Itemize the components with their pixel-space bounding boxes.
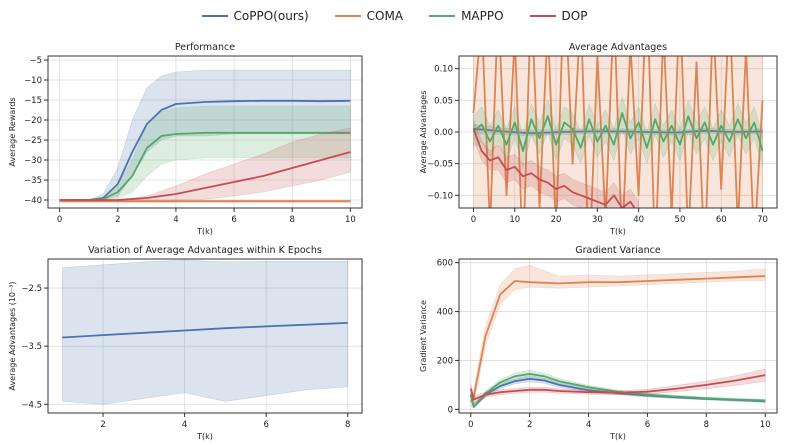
axes-frame <box>47 55 363 209</box>
x-tick-label: 0 <box>471 215 476 225</box>
axes-frame <box>458 258 778 414</box>
x-tick-label: 10 <box>760 420 771 430</box>
y-tick-label: −0.10 <box>427 191 453 201</box>
series-line-coma <box>470 275 766 403</box>
legend-item-mappo: MAPPO <box>429 9 504 23</box>
x-tick-label: 8 <box>290 215 295 225</box>
chart-title: Performance <box>175 42 235 53</box>
series-line-coppo-ours <box>59 99 351 201</box>
y-tick-label: 400 <box>437 308 453 318</box>
legend-swatch-coma <box>334 15 361 17</box>
band-dop <box>473 119 639 208</box>
legend-item-coppo: CoPPO(ours) <box>201 9 309 23</box>
y-tick-label: −15 <box>24 96 42 106</box>
x-tick-label: 6 <box>263 420 268 430</box>
series-line-dop <box>472 128 636 208</box>
y-axis-label: Average Rewards <box>8 97 17 166</box>
y-tick-label: −35 <box>24 176 42 186</box>
band-mappo <box>470 369 766 409</box>
x-tick-label: 10 <box>509 215 520 225</box>
series-line-mappo <box>472 112 764 152</box>
y-tick-label: 0.00 <box>434 128 453 138</box>
legend-swatch-coppo <box>201 15 228 17</box>
chart-average-advantages: 0 10 20 30 40 50 60 70 −0.10 −0.05 0.00 0.05 0.10 Ave… <box>419 42 778 236</box>
band-coma <box>470 264 766 408</box>
band-coppo-ours <box>59 69 351 201</box>
plot-area <box>472 56 764 208</box>
chart-title: Variation of Average Advantages within K… <box>88 245 322 256</box>
band-coppo-ours <box>62 259 348 405</box>
legend-label-dop: DOP <box>561 9 588 23</box>
x-tick-label: 10 <box>345 215 356 225</box>
series-line-dop <box>59 151 351 201</box>
x-tick-label: 4 <box>586 420 591 430</box>
x-axis-label: T(k) <box>196 432 213 441</box>
x-tick-label: 2 <box>100 420 105 430</box>
y-tick-label: 0.05 <box>434 96 453 106</box>
x-tick-label: 50 <box>675 215 686 225</box>
x-tick-label: 2 <box>115 215 120 225</box>
x-tick-label: 6 <box>231 215 236 225</box>
x-tick-label: 40 <box>633 215 644 225</box>
chart-performance: 0 2 4 6 8 10 −40 −35 −30 −25 −20 −15 −10 −5 Performanc… <box>8 42 363 236</box>
y-tick-label: −40 <box>24 196 42 206</box>
y-tick-label: 0 <box>448 405 453 415</box>
legend-swatch-mappo <box>429 15 456 17</box>
plot-area <box>59 69 351 203</box>
x-tick-label: 4 <box>173 215 178 225</box>
x-axis-label: T(k) <box>609 227 626 236</box>
x-tick-label: 30 <box>592 215 603 225</box>
series-line-coppo-ours <box>62 322 348 339</box>
y-tick-label: −20 <box>24 116 42 126</box>
y-axis-label: Gradient Variance <box>419 300 428 372</box>
chart-variation-within-k-epochs: 2 4 6 8 −4.5 −3.5 −2.5 Variation of Average Adv… <box>8 245 363 441</box>
chart-title: Gradient Variance <box>575 245 661 256</box>
x-tick-label: 60 <box>716 215 727 225</box>
band-dop <box>470 368 766 404</box>
series-line-mappo <box>59 131 351 201</box>
y-tick-label: −2.5 <box>21 284 42 294</box>
y-axis-label: Average Advantages (10⁻³) <box>8 281 17 390</box>
legend-swatch-dop <box>529 15 556 17</box>
legend-item-dop: DOP <box>529 9 588 23</box>
legend-item-coma: COMA <box>334 9 404 23</box>
chart-gradient-variance: 0 2 4 6 8 10 0 200 400 600 Gradient Variance T(k) Gr… <box>419 245 778 441</box>
y-tick-label: −25 <box>24 136 42 146</box>
y-tick-label: 0.10 <box>434 65 453 75</box>
band-dop <box>59 127 351 201</box>
legend: CoPPO(ours) COMA MAPPO DOP <box>0 6 789 26</box>
y-tick-label: −0.05 <box>427 160 453 170</box>
x-tick-label: 8 <box>345 420 350 430</box>
x-tick-label: 4 <box>182 420 187 430</box>
y-tick-label: 200 <box>437 356 453 366</box>
legend-label-coppo: CoPPO(ours) <box>233 9 309 23</box>
y-axis-label: Average Advantages <box>419 91 428 174</box>
x-axis-label: T(k) <box>609 432 626 441</box>
chart-title: Average Advantages <box>569 42 667 53</box>
y-tick-label: −5 <box>29 56 42 66</box>
axes-frame <box>47 258 363 414</box>
x-tick-label: 6 <box>645 420 650 430</box>
x-tick-label: 2 <box>527 420 532 430</box>
y-tick-label: −3.5 <box>21 342 42 352</box>
y-tick-label: −30 <box>24 156 42 166</box>
x-tick-label: 0 <box>57 215 62 225</box>
x-tick-label: 70 <box>757 215 768 225</box>
series-line-dop <box>469 374 766 401</box>
x-axis-label: T(k) <box>196 227 213 236</box>
x-tick-label: 8 <box>704 420 709 430</box>
x-tick-label: 0 <box>468 420 473 430</box>
y-tick-label: −10 <box>24 76 42 86</box>
x-tick-label: 20 <box>551 215 562 225</box>
plot-area <box>469 264 766 409</box>
legend-label-mappo: MAPPO <box>461 9 504 23</box>
legend-label-coma: COMA <box>366 9 404 23</box>
plot-area <box>62 259 348 405</box>
series-line-mappo <box>469 372 766 408</box>
y-tick-label: −4.5 <box>21 400 42 410</box>
y-tick-label: 600 <box>437 259 453 269</box>
